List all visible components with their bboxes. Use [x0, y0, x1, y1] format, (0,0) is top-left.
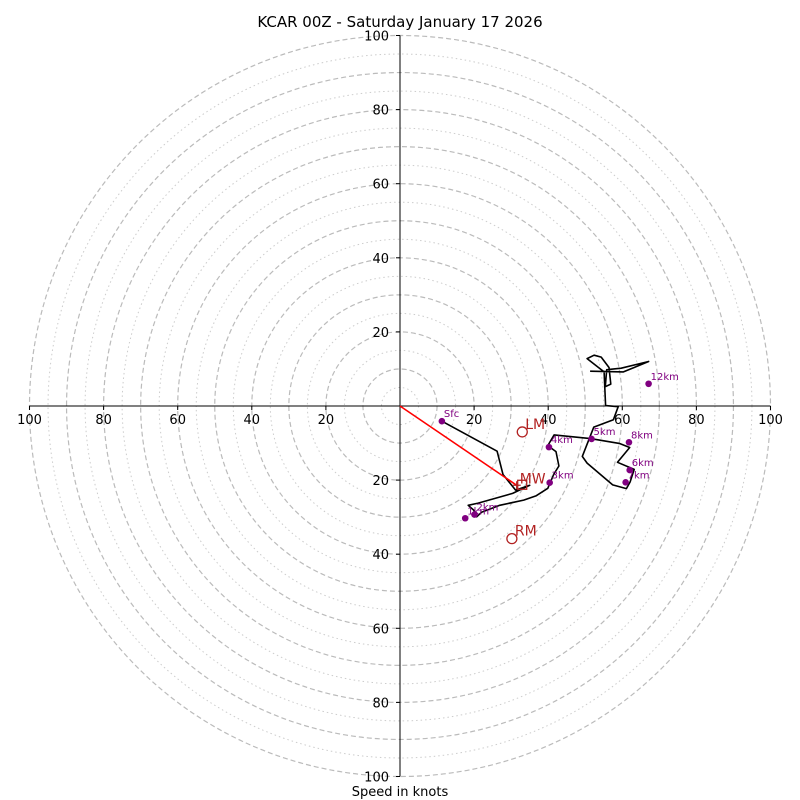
height-marker-label: 12km [651, 372, 679, 383]
height-marker-label: 2km [476, 503, 498, 514]
height-marker-label: 6km [632, 458, 654, 469]
height-marker-point [645, 380, 652, 388]
x-tick-label: 80 [95, 413, 112, 428]
height-marker-label: 1km [467, 506, 489, 517]
y-tick-label: 40 [372, 548, 389, 563]
height-marker-label: 8km [631, 430, 653, 441]
y-tick-label: 80 [372, 104, 389, 119]
height-marker-point [546, 479, 553, 486]
height-marker-label: 4km [551, 435, 573, 446]
hodograph-line [441, 354, 650, 518]
x-tick-label: 60 [169, 413, 186, 428]
y-tick-label: 100 [364, 771, 389, 786]
tick-labels: 100 80 60 40 20 20 40 60 80 100100806040202040608… [17, 30, 783, 786]
shear-vector-line [399, 405, 518, 486]
x-tick-label: 40 [540, 413, 557, 428]
x-tick-label: 20 [318, 413, 335, 428]
y-tick-label: 100 [364, 30, 389, 45]
x-axis-label: Speed in knots [352, 785, 449, 800]
y-tick-label: 60 [372, 622, 389, 637]
x-tick-label: 40 [244, 413, 261, 428]
storm-motion-label: RM [515, 524, 537, 540]
storm-motion: LM RM MW [399, 405, 546, 545]
hodograph-trace [441, 354, 650, 518]
height-marker-point [461, 514, 469, 522]
height-marker-point [471, 511, 478, 518]
x-tick-label: 100 [758, 413, 783, 428]
mean-wind-cross [512, 481, 521, 490]
height-marker-point [438, 417, 446, 425]
storm-motion-label: MW [520, 471, 546, 487]
height-marker-label: Sfc [444, 409, 459, 420]
height-marker-point [622, 479, 629, 486]
chart-title: KCAR 00Z - Saturday January 17 2026 [257, 13, 542, 31]
height-marker-label: 7km [628, 470, 650, 481]
y-tick-label: 20 [372, 474, 389, 489]
height-marker-point [625, 439, 633, 446]
y-tick-label: 60 [372, 178, 389, 193]
x-tick-label: 80 [688, 413, 705, 428]
y-tick-label: 20 [372, 326, 389, 341]
storm-motion-label: LM [525, 417, 545, 433]
height-marker-point [588, 435, 595, 443]
x-tick-label: 100 [17, 413, 42, 428]
x-tick-label: 20 [466, 413, 483, 428]
storm-motion-marker [506, 532, 518, 545]
y-tick-label: 80 [372, 696, 389, 711]
x-tick-label: 60 [614, 413, 631, 428]
height-marker-label: 3km [552, 471, 574, 482]
height-marker-label: 5km [594, 427, 616, 438]
height-marker-point [626, 466, 634, 474]
storm-motion-marker [516, 426, 528, 438]
y-tick-label: 40 [372, 252, 389, 267]
height-marker-point [545, 443, 553, 451]
